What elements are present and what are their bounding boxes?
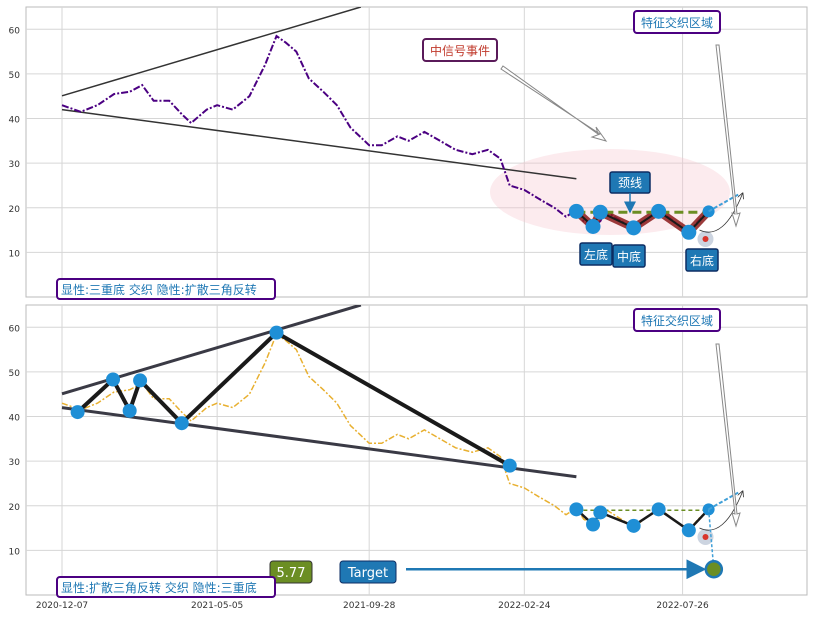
- pattern-point: [626, 220, 642, 236]
- y-tick-label: 50: [9, 369, 21, 379]
- neckline-label: 颈线: [609, 171, 651, 214]
- projection-curve: [699, 491, 742, 531]
- y-tick-label: 10: [9, 249, 21, 259]
- top-feature-zone-label: 特征交织区域: [633, 10, 741, 228]
- target-point: [704, 560, 724, 579]
- right-bottom-text: 右底: [690, 253, 714, 268]
- middle-bottom-label: 中底: [612, 244, 646, 268]
- pattern-point: [681, 523, 696, 538]
- pattern-point: [269, 325, 284, 340]
- target-value-badge: 5.77: [269, 560, 313, 584]
- top-feature-zone-arrow: [715, 44, 741, 228]
- bottom-feature-zone-label: 特征交织区域: [633, 308, 741, 528]
- pattern-points: [568, 203, 715, 240]
- y-tick-label: 60: [9, 324, 21, 334]
- y-tick-label: 30: [9, 458, 21, 468]
- pattern-point: [681, 224, 697, 240]
- target-drop-line: [707, 509, 715, 570]
- x-tick-label: 2021-09-28: [343, 601, 396, 611]
- triangle-line: [61, 108, 577, 180]
- y-tick-label: 10: [9, 547, 21, 557]
- pattern-point: [651, 203, 667, 219]
- bottom-pattern-points: [70, 325, 715, 538]
- pattern-point: [626, 518, 641, 533]
- bottom-plot-frame: [25, 304, 808, 596]
- target-marker: [704, 509, 724, 579]
- signal-target-dot: [702, 534, 709, 540]
- pattern-point: [585, 219, 601, 235]
- left-bottom-label: 左底: [579, 242, 613, 266]
- bottom-feature-zone-text: 特征交织区域: [641, 313, 713, 328]
- pattern-point: [593, 505, 608, 520]
- triangle-line: [61, 7, 362, 97]
- pattern-point: [106, 372, 121, 387]
- pattern-point: [568, 203, 584, 219]
- top-legend-box: 显性:三重底 交织 隐性:扩散三角反转: [56, 278, 276, 300]
- signal-target-dot: [702, 236, 709, 242]
- top-plot-frame: [25, 6, 808, 298]
- y-tick-label: 20: [9, 503, 21, 513]
- right-bottom-label: 右底: [685, 248, 719, 272]
- target-label: Target: [339, 560, 397, 584]
- pattern-point: [592, 204, 608, 220]
- signal-event-text: 中信号事件: [430, 43, 490, 58]
- bottom-legend-box: 显性:扩散三角反转 交织 隐性:三重底: [56, 576, 276, 598]
- x-tick-labels: 2020-12-07 2021-05-05 2021-09-28 2022-02-24…: [36, 601, 709, 611]
- top-panel: 10 20 30 40 50 60 左底 中底 右底 颈线: [9, 6, 808, 300]
- pattern-point: [122, 403, 137, 418]
- x-tick-label: 2021-05-05: [191, 601, 243, 611]
- signal-event-label: 中信号事件: [422, 38, 608, 142]
- bottom-legend-text: 显性:扩散三角反转 交织 隐性:三重底: [61, 580, 257, 595]
- target-label-text: Target: [347, 566, 388, 581]
- x-tick-label: 2020-12-07: [36, 601, 88, 611]
- projection-curve: [699, 193, 742, 233]
- triangle-line: [61, 406, 577, 479]
- target-value-text: 5.77: [277, 566, 306, 581]
- projection-lines: [697, 193, 742, 247]
- x-tick-label: 2022-02-24: [498, 601, 551, 611]
- y-tick-label: 60: [9, 26, 21, 36]
- y-tick-label: 30: [9, 160, 21, 170]
- left-bottom-text: 左底: [584, 247, 608, 262]
- top-legend-text: 显性:三重底 交织 隐性:扩散三角反转: [61, 282, 257, 297]
- top-feature-zone-text: 特征交织区域: [641, 15, 713, 30]
- pattern-point: [133, 373, 148, 388]
- bottom-y-tick-labels: 10 20 30 40 50 60: [9, 324, 21, 557]
- middle-bottom-text: 中底: [617, 249, 641, 264]
- y-tick-label: 50: [9, 71, 21, 81]
- top-y-tick-labels: 10 20 30 40 50 60: [9, 26, 21, 259]
- top-triangle-lines: [61, 7, 577, 180]
- y-tick-label: 40: [9, 414, 21, 424]
- pattern-point: [174, 416, 189, 431]
- y-tick-label: 40: [9, 116, 21, 126]
- signal-event-arrow: [500, 65, 608, 142]
- x-tick-label: 2022-07-26: [656, 601, 709, 611]
- bottom-feature-zone-arrow: [715, 343, 741, 528]
- y-tick-label: 20: [9, 205, 21, 215]
- neckline-text: 颈线: [618, 176, 642, 190]
- pattern-point: [586, 517, 601, 532]
- bottom-panel: 10 20 30 40 50 60 2020-12-07 2021-05-05 2021-09…: [9, 304, 808, 611]
- bottom-projection-lines: [697, 491, 742, 545]
- pattern-point: [651, 502, 666, 517]
- pattern-point: [70, 405, 85, 420]
- pattern-point: [502, 458, 517, 473]
- pattern-point: [569, 502, 584, 517]
